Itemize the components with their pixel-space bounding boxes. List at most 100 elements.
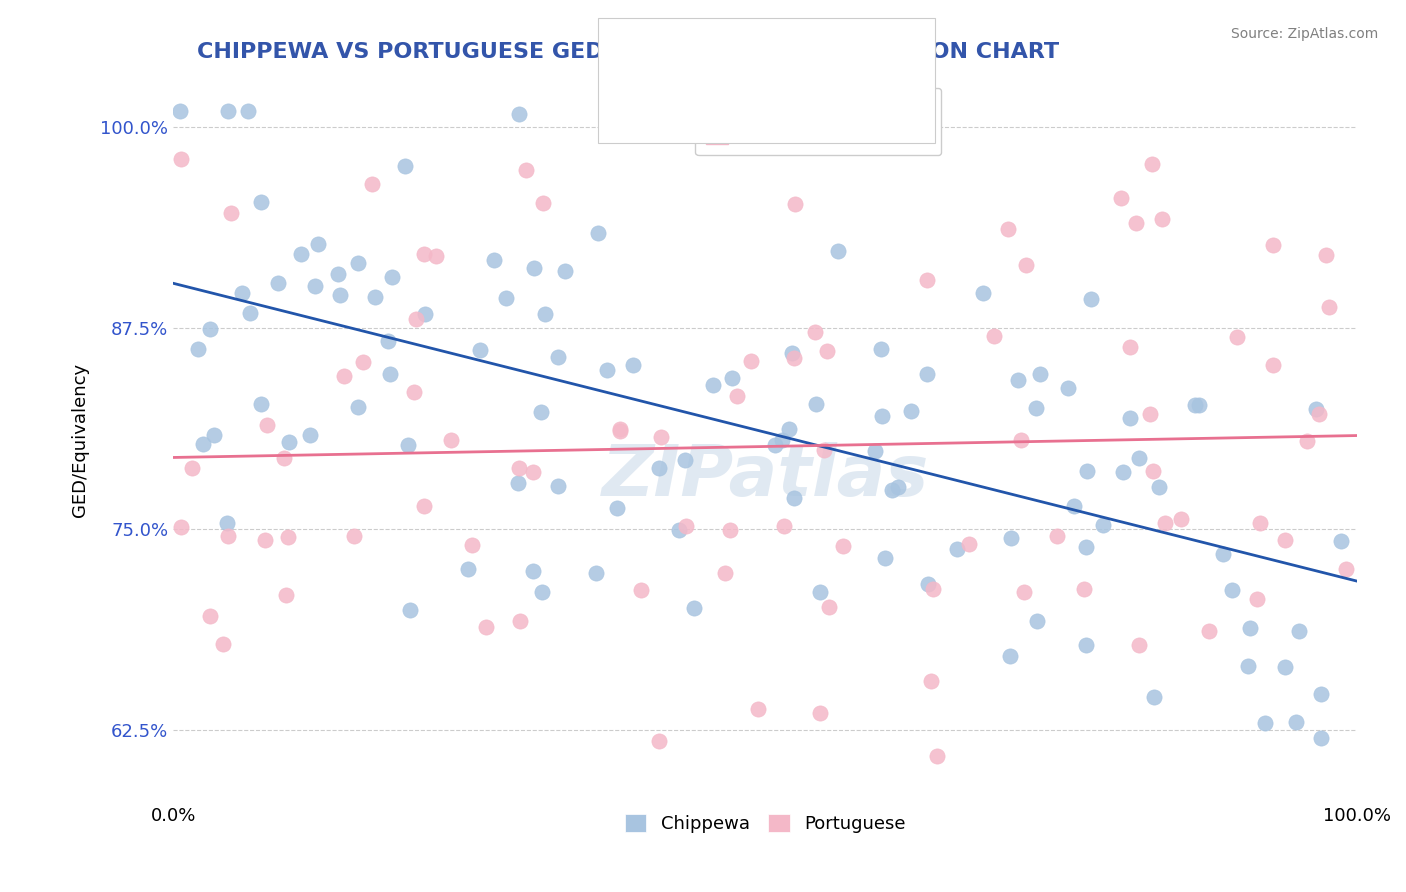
Point (998, 648, 1021, 663)
Point (1076, 638, 1098, 652)
Point (804, 397, 827, 411)
Point (180, 460, 202, 475)
Point (381, 270, 404, 285)
Point (818, 599, 841, 614)
Point (1296, 434, 1319, 448)
Point (398, 603, 420, 617)
Point (886, 480, 908, 494)
Point (457, 562, 479, 576)
Point (1125, 216, 1147, 230)
Point (1012, 584, 1035, 599)
Point (1222, 583, 1244, 598)
Point (770, 434, 793, 448)
Point (870, 409, 893, 423)
Point (1150, 212, 1173, 227)
Point (508, 461, 530, 475)
Point (808, 706, 831, 721)
Point (763, 438, 786, 452)
Point (1128, 639, 1150, 653)
Point (405, 311, 427, 326)
Point (1056, 381, 1078, 395)
Point (810, 585, 832, 599)
Point (495, 291, 517, 305)
Point (250, 195, 273, 210)
Point (299, 428, 322, 442)
Point (650, 430, 672, 444)
Point (440, 434, 463, 448)
Point (1246, 592, 1268, 607)
Point (239, 306, 262, 320)
Text: Source: ZipAtlas.com: Source: ZipAtlas.com (1230, 27, 1378, 41)
Point (1000, 531, 1022, 545)
Point (804, 325, 827, 339)
Point (347, 400, 370, 414)
Point (740, 354, 762, 368)
Point (780, 346, 803, 360)
Point (217, 103, 239, 118)
Point (347, 256, 370, 270)
Point (256, 417, 278, 432)
Point (332, 369, 354, 384)
Point (1080, 292, 1102, 306)
Point (863, 444, 886, 458)
Point (815, 344, 838, 359)
Point (1073, 582, 1095, 596)
Point (290, 247, 312, 261)
Point (748, 123, 770, 137)
Point (1170, 512, 1192, 526)
Point (193, 437, 215, 451)
Point (773, 518, 796, 533)
Point (1046, 529, 1069, 543)
Point (1236, 659, 1258, 673)
Point (621, 358, 644, 372)
Point (200, 609, 222, 624)
Point (647, 733, 669, 747)
Point (364, 290, 387, 304)
Point (972, 285, 994, 300)
Point (522, 564, 544, 578)
Point (522, 465, 544, 479)
Point (827, 244, 849, 258)
Point (1239, 621, 1261, 635)
Point (425, 249, 447, 263)
Point (925, 749, 948, 764)
Point (727, 389, 749, 403)
Point (1112, 465, 1135, 479)
Point (211, 636, 233, 650)
Point (1274, 659, 1296, 673)
Point (169, 103, 191, 118)
Point (506, 476, 529, 491)
Point (1187, 398, 1209, 412)
Point (957, 537, 980, 551)
Point (783, 351, 806, 366)
Point (277, 530, 299, 544)
Point (254, 533, 277, 547)
Point (413, 307, 436, 321)
Point (343, 529, 366, 543)
Point (1310, 687, 1333, 701)
Point (1315, 248, 1337, 262)
Point (946, 541, 969, 556)
Point (1025, 614, 1047, 628)
Point (585, 566, 607, 581)
Point (1119, 410, 1142, 425)
Point (215, 516, 238, 531)
Point (531, 585, 554, 599)
Point (329, 288, 352, 302)
Point (915, 367, 938, 381)
Point (721, 371, 744, 385)
Point (783, 491, 806, 505)
Point (747, 103, 769, 118)
Point (1317, 300, 1340, 314)
Point (683, 601, 706, 615)
Point (1184, 398, 1206, 412)
Point (1274, 533, 1296, 547)
Point (917, 577, 939, 591)
Point (1143, 690, 1166, 705)
Point (412, 500, 434, 514)
Point (304, 278, 326, 293)
Legend: Chippewa, Portuguese: Chippewa, Portuguese (614, 803, 917, 844)
Point (170, 152, 193, 166)
Point (1212, 548, 1234, 562)
Point (870, 342, 893, 356)
